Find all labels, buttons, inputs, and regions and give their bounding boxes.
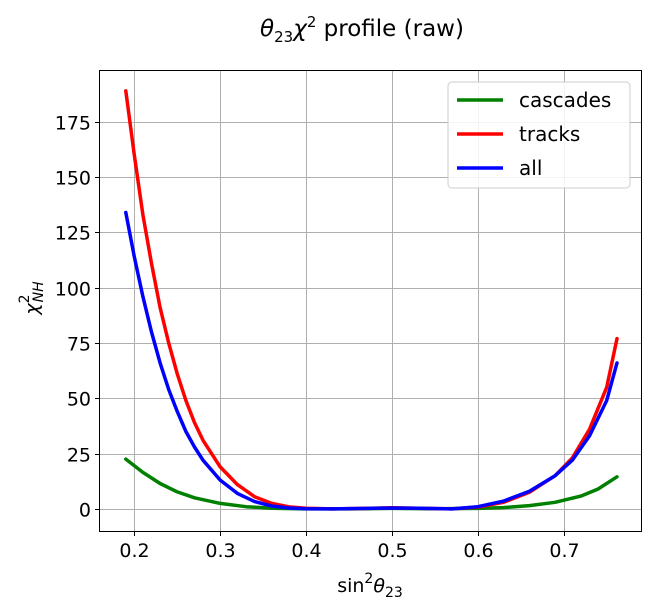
- y-tick-label: 25: [67, 445, 91, 467]
- x-tick-label: 0.4: [291, 540, 321, 562]
- ylabel-superscript: 2: [17, 294, 33, 303]
- y-tick-label: 0: [79, 500, 91, 522]
- xlabel-subscript: 23: [385, 585, 403, 601]
- x-tick-label: 0.6: [463, 540, 493, 562]
- y-tick-label: 50: [67, 389, 91, 411]
- xlabel-base: sin: [337, 575, 364, 597]
- series-line-all: [124, 210, 619, 511]
- x-axis-label: sin2θ23: [337, 571, 403, 601]
- legend-label-cascades: cascades: [519, 88, 611, 112]
- ylabel-subscript: NH: [31, 281, 47, 302]
- ylabel-chi: χ: [21, 303, 43, 316]
- y-tick-label: 150: [55, 168, 91, 190]
- title-theta: θ: [260, 16, 274, 42]
- x-tick-label: 0.5: [377, 540, 407, 562]
- y-axis-label: χ2NH: [17, 281, 47, 316]
- plot-frame: [99, 70, 642, 532]
- x-tick-label: 0.2: [119, 540, 149, 562]
- y-tick-label: 75: [67, 334, 91, 356]
- legend-box: [447, 81, 631, 189]
- x-tick-label: 0.7: [549, 540, 579, 562]
- chart-title: θ23χ2 profile (raw): [260, 13, 464, 46]
- title-chi-superscript: 2: [307, 13, 317, 31]
- legend: cascades tracks all: [447, 81, 631, 189]
- series-lines: [124, 89, 619, 511]
- title-chi: χ: [291, 16, 308, 42]
- legend-label-all: all: [519, 156, 542, 180]
- y-tick-label: 175: [55, 113, 91, 135]
- y-tick-label: 100: [55, 279, 91, 301]
- axis-ticks: 0.2 0.3 0.4 0.5 0.6 0.7 0 25 50 75 100 125 150 175: [55, 113, 580, 563]
- xlabel-superscript: 2: [364, 571, 373, 587]
- x-tick-label: 0.3: [205, 540, 235, 562]
- title-rest: profile (raw): [316, 16, 464, 42]
- legend-label-tracks: tracks: [519, 122, 580, 146]
- title-theta-subscript: 23: [274, 28, 293, 46]
- xlabel-theta: θ: [373, 575, 385, 597]
- y-tick-label: 125: [55, 223, 91, 245]
